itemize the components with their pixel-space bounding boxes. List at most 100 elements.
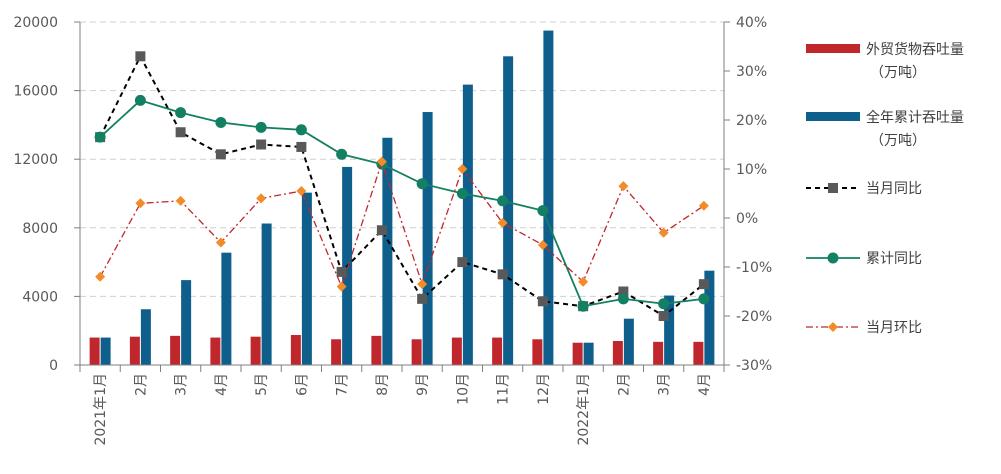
point-mom-yoy — [336, 266, 347, 277]
point-mom-chain — [95, 271, 106, 282]
point-mom-chain — [256, 193, 267, 204]
bar-monthly-throughput — [331, 339, 342, 365]
bar-monthly-throughput — [250, 336, 261, 365]
right-tick-label: -20% — [736, 309, 772, 325]
left-tick-label: 20000 — [13, 15, 58, 31]
bar-cumulative-throughput — [301, 192, 312, 365]
point-mom-chain — [497, 217, 508, 228]
point-mom-yoy — [135, 51, 146, 62]
bar-cumulative-throughput — [543, 30, 554, 365]
x-tick-label: 4月 — [214, 373, 230, 396]
bar-cumulative-throughput — [382, 137, 393, 365]
legend-marker — [828, 183, 838, 193]
bar-monthly-throughput — [451, 337, 462, 365]
x-tick-label: 4月 — [697, 373, 713, 396]
bar-monthly-throughput — [532, 339, 543, 365]
axes — [74, 21, 730, 372]
point-mom-yoy — [256, 139, 267, 150]
point-mom-yoy — [376, 225, 387, 236]
point-mom-yoy — [618, 286, 629, 297]
point-mom-yoy — [175, 127, 186, 138]
point-mom-yoy — [215, 149, 226, 160]
point-cumulative-yoy — [456, 188, 468, 199]
left-tick-label: 0 — [49, 358, 58, 374]
point-cumulative-yoy — [416, 178, 428, 190]
point-mom-yoy — [417, 293, 428, 304]
tick-labels: 0 4000 8000 12000 16000 20000 -30% -20% -10% 0% 10… — [13, 15, 772, 446]
x-tick-label: 7月 — [335, 373, 351, 396]
point-mom-chain — [537, 239, 548, 250]
point-cumulative-yoy — [497, 195, 509, 207]
point-mom-yoy — [537, 296, 548, 307]
point-cumulative-yoy — [94, 131, 106, 143]
point-mom-yoy — [658, 311, 669, 321]
x-tick-label: 2021年1月 — [93, 373, 109, 446]
point-mom-chain — [578, 276, 589, 287]
legend-label: 当月同比 — [866, 181, 922, 197]
right-tick-label: 40% — [736, 15, 767, 31]
line-series — [94, 51, 710, 321]
bar-monthly-throughput — [290, 334, 301, 365]
point-mom-chain — [376, 156, 387, 167]
bar-cumulative-throughput — [462, 84, 473, 365]
bar-monthly-throughput — [170, 335, 181, 365]
x-tick-label: 12月 — [536, 373, 552, 405]
point-mom-chain — [658, 227, 669, 238]
point-cumulative-yoy — [175, 107, 187, 119]
right-tick-label: -30% — [736, 358, 772, 374]
point-mom-chain — [296, 186, 307, 197]
point-mom-chain — [417, 279, 428, 290]
point-mom-yoy — [296, 141, 307, 152]
point-cumulative-yoy — [295, 124, 307, 136]
x-tick-label: 9月 — [415, 373, 431, 396]
right-tick-label: 10% — [736, 162, 767, 178]
line-mom-chain — [99, 159, 705, 289]
legend-label-unit: （万吨） — [870, 65, 926, 81]
x-tick-label: 2月 — [133, 373, 149, 396]
bar-monthly-throughput — [572, 342, 583, 365]
legend-label: 外贸货物吞吐量 — [866, 41, 964, 58]
x-tick-label: 8月 — [375, 373, 391, 396]
bar-cumulative-throughput — [140, 309, 151, 365]
point-cumulative-yoy — [537, 205, 549, 217]
bar-monthly-throughput — [492, 337, 503, 365]
legend-label: 当月环比 — [866, 320, 922, 336]
bar-monthly-throughput — [89, 337, 100, 365]
point-mom-chain — [215, 237, 226, 248]
point-cumulative-yoy — [698, 293, 710, 305]
legend-swatch-bar — [806, 112, 860, 121]
legend-label: 累计同比 — [866, 251, 922, 267]
bar-cumulative-throughput — [221, 252, 232, 365]
left-tick-label: 4000 — [22, 289, 58, 305]
line-mom-yoy — [99, 54, 705, 318]
left-tick-label: 16000 — [13, 84, 58, 100]
bar-monthly-throughput — [129, 336, 140, 365]
gridlines — [80, 21, 724, 297]
bar-cumulative-throughput — [100, 337, 111, 365]
bar-monthly-throughput — [653, 341, 664, 365]
left-tick-label: 12000 — [13, 152, 58, 168]
x-tick-label: 3月 — [174, 373, 190, 396]
point-mom-yoy — [497, 269, 508, 280]
point-cumulative-yoy — [215, 116, 227, 128]
legend-label-unit: （万吨） — [870, 133, 926, 149]
bar-cumulative-throughput — [261, 223, 272, 365]
x-tick-label: 3月 — [657, 373, 673, 396]
point-mom-yoy — [698, 279, 709, 290]
line-cumulative-yoy — [99, 99, 704, 308]
bar-monthly-throughput — [210, 337, 221, 365]
bar-cumulative-throughput — [664, 295, 675, 365]
point-mom-chain — [618, 181, 629, 192]
point-cumulative-yoy — [255, 121, 267, 133]
point-mom-yoy — [457, 257, 468, 268]
left-tick-label: 8000 — [22, 221, 58, 237]
point-mom-chain — [457, 164, 468, 174]
point-cumulative-yoy — [577, 300, 589, 312]
bar-cumulative-throughput — [623, 318, 634, 365]
legend-swatch-bar — [806, 44, 860, 53]
x-tick-label: 2022年1月 — [576, 373, 592, 446]
bar-monthly-throughput — [411, 339, 422, 365]
x-tick-label: 2月 — [616, 373, 632, 396]
